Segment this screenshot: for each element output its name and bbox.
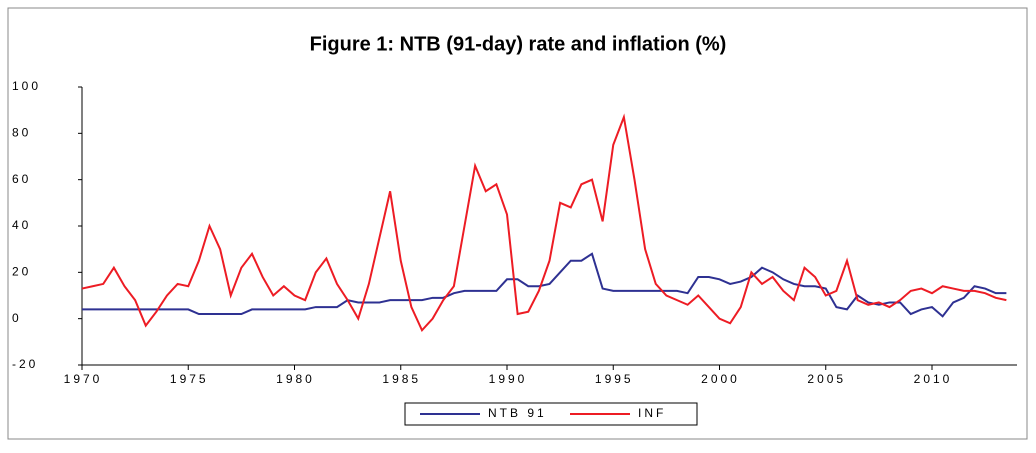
x-tick-label: 1985 xyxy=(382,372,421,386)
x-tick-label: 1995 xyxy=(595,372,634,386)
y-tick-label: 0 xyxy=(12,311,22,325)
y-tick-label: 80 xyxy=(12,126,31,140)
chart-title: Figure 1: NTB (91-day) rate and inflatio… xyxy=(310,33,727,55)
x-tick-label: 2010 xyxy=(914,372,953,386)
legend-label: NTB 91 xyxy=(488,406,547,420)
y-tick-label: 60 xyxy=(12,172,31,186)
x-tick-label: 2005 xyxy=(807,372,846,386)
x-tick-label: 2000 xyxy=(701,372,740,386)
frame xyxy=(7,7,1028,440)
x-tick-label: 1970 xyxy=(64,372,103,386)
x-tick-label: 1975 xyxy=(170,372,209,386)
x-tick-label: 1980 xyxy=(276,372,315,386)
series-line xyxy=(81,113,1007,333)
legend-box xyxy=(404,402,698,426)
x-tick-label: 1990 xyxy=(489,372,528,386)
y-tick-label: 100 xyxy=(12,79,41,93)
y-tick-label: -20 xyxy=(12,357,38,371)
legend-label: INF xyxy=(638,406,666,420)
y-tick-label: 40 xyxy=(12,218,31,232)
y-tick-label: 20 xyxy=(12,265,31,279)
series-line xyxy=(82,252,1007,318)
